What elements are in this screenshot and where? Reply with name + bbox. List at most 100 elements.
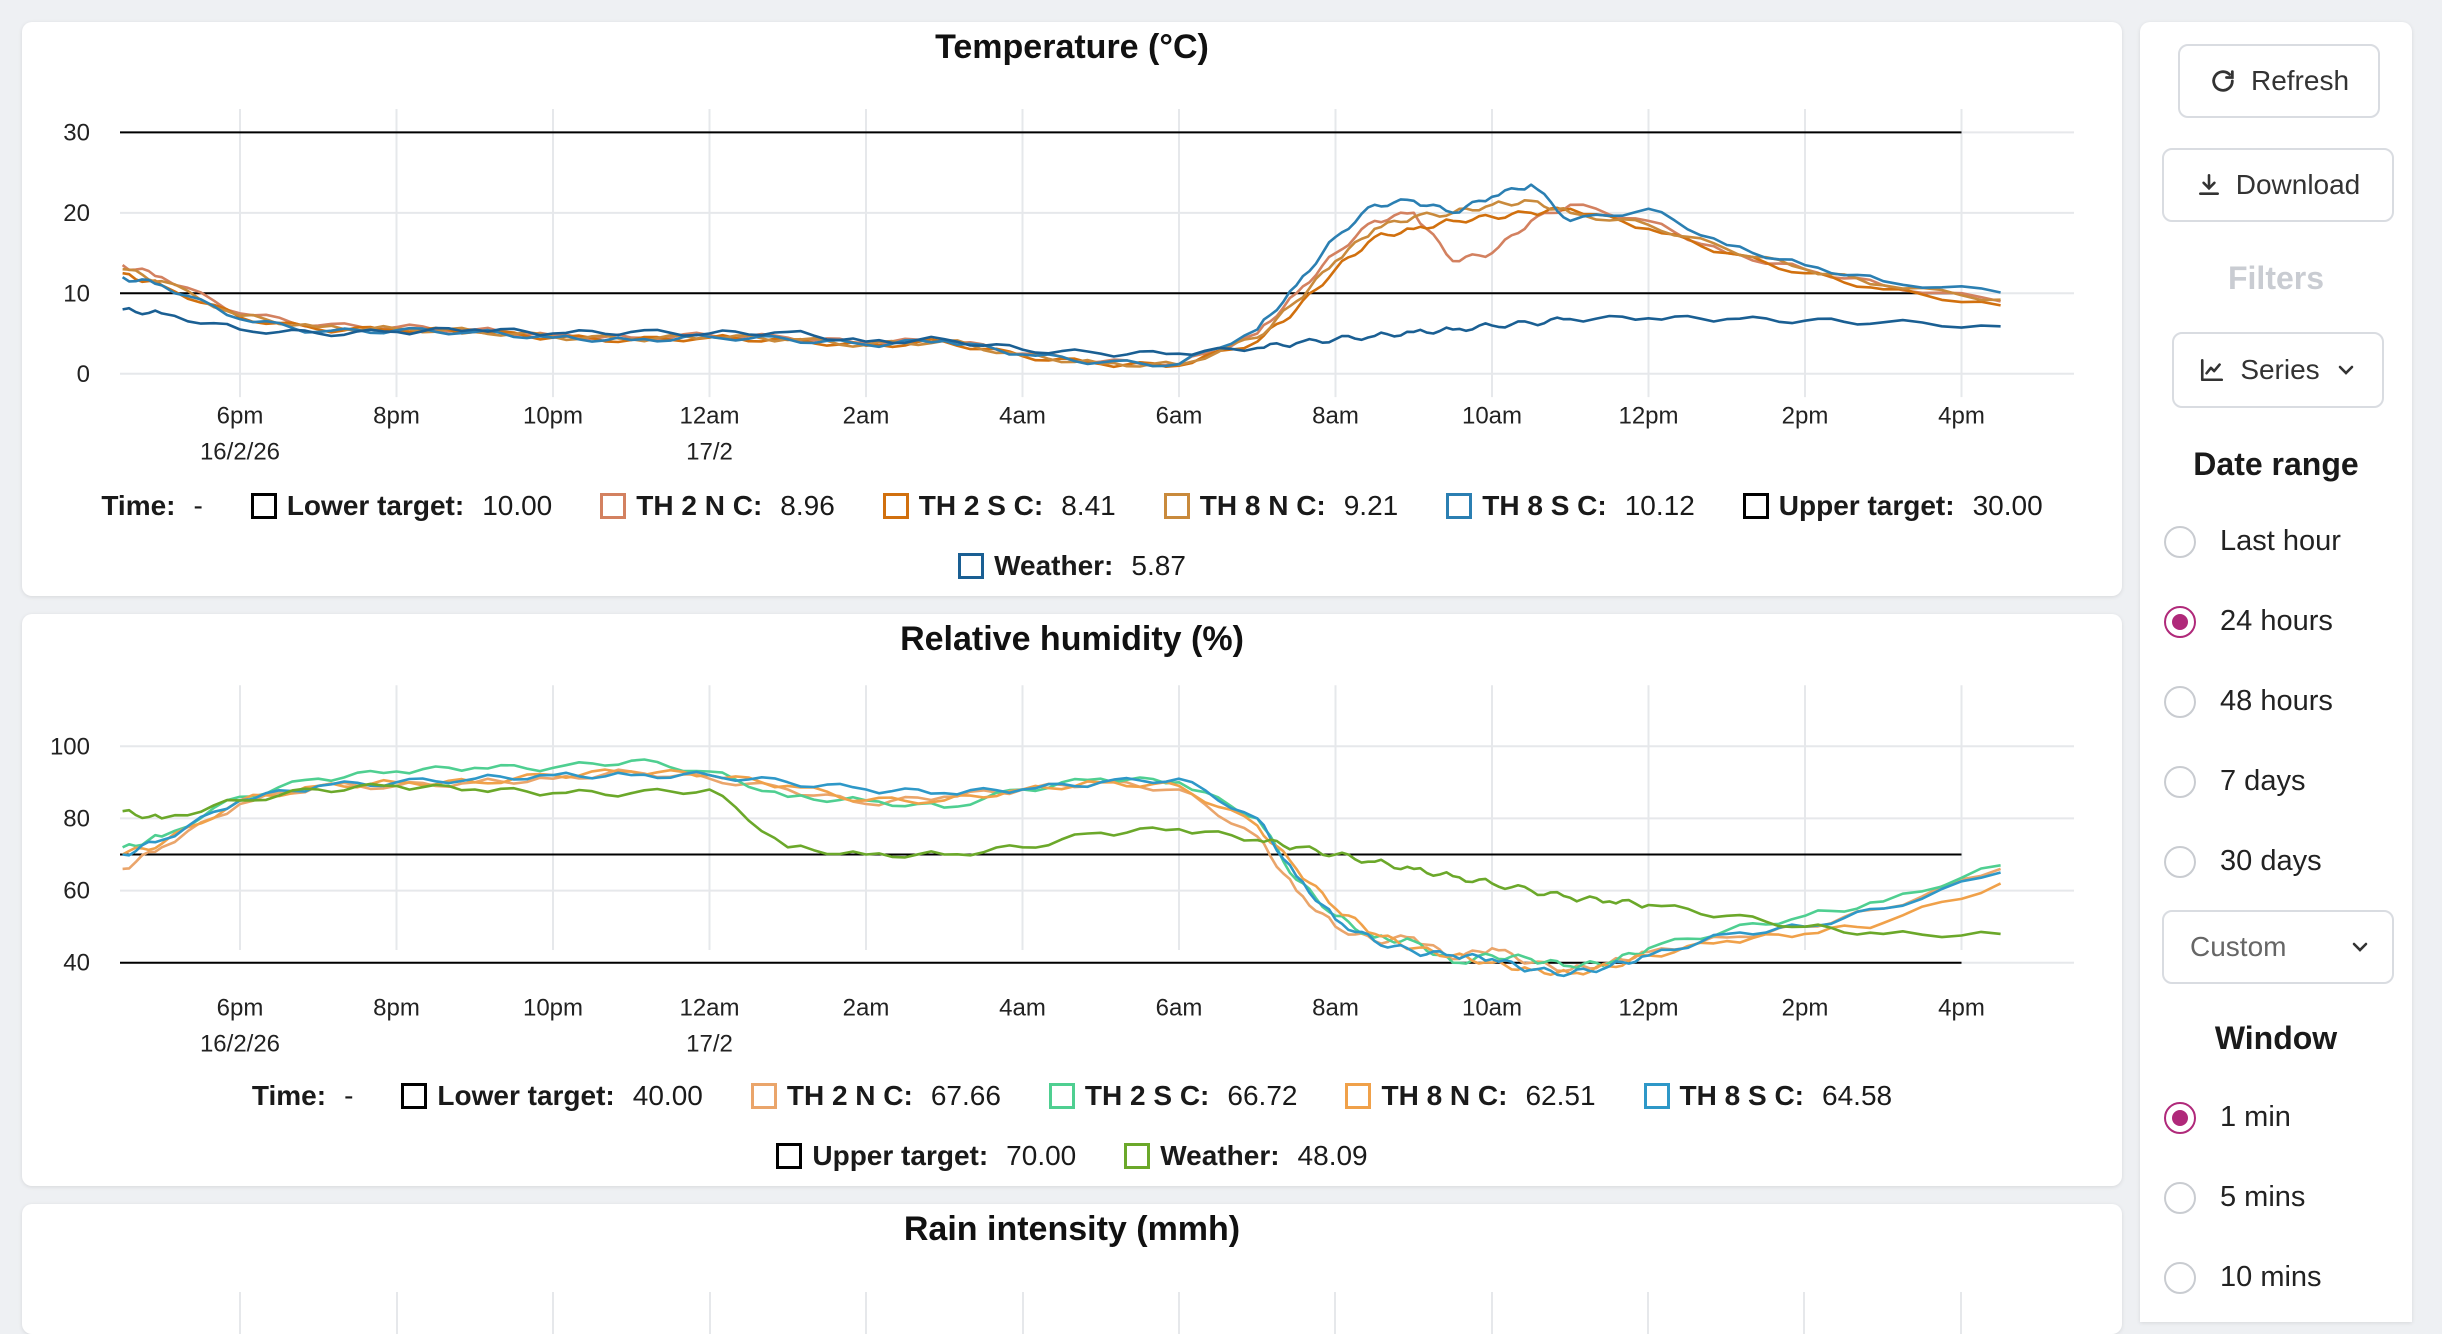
humidity-chart-title: Relative humidity (%): [900, 620, 1244, 658]
humidity-legend-item[interactable]: Weather: 48.09: [1124, 1140, 1368, 1172]
humidity-legend-name: Time:: [251, 1080, 327, 1111]
temperature-x-sub-label: 16/2/26: [200, 439, 280, 466]
chevron-down-icon: [2338, 365, 2353, 375]
humidity-plot[interactable]: 6pm 16/2/26 8pm 10pm 12am 17/2 2am 4am 6am 8am 10a…: [22, 614, 2122, 1074]
temperature-x-tick-label: 8pm: [373, 403, 420, 430]
humidity-legend-item[interactable]: Lower target: 40.00: [401, 1080, 703, 1112]
date-range-option-label: 7 days: [2220, 765, 2306, 797]
humidity-legend-item[interactable]: TH 2 S C: 66.72: [1048, 1080, 1297, 1112]
humidity-legend-swatch: [401, 1083, 428, 1109]
humidity-legend-swatch: [1643, 1083, 1670, 1109]
series-label: Series: [2240, 354, 2320, 385]
date-range-option[interactable]: 7 days: [2164, 765, 2305, 798]
humidity-x-tick-label: 2pm: [1782, 994, 1829, 1021]
temperature-legend-swatch: [600, 493, 627, 519]
humidity-legend-value: -: [344, 1080, 354, 1111]
temperature-x-tick-label: 2am: [843, 403, 890, 430]
humidity-legend-swatch: [750, 1083, 777, 1109]
humidity-gridlines: [120, 685, 2074, 964]
date-range-radio[interactable]: [2164, 845, 2196, 878]
humidity-x-tick-label: 4pm: [1938, 994, 1985, 1021]
humidity-legend-item[interactable]: TH 2 N C: 67.66: [750, 1080, 1001, 1112]
date-range-option[interactable]: Last hour: [2164, 525, 2341, 558]
temperature-legend-item[interactable]: Weather: 5.87: [958, 550, 1186, 582]
humidity-legend-item[interactable]: TH 8 N C: 62.51: [1345, 1080, 1596, 1112]
humidity-chart-card: Relative humidity (%) 6pm 16/2/26 8pm 10pm 1…: [22, 614, 2122, 1186]
window-option[interactable]: 10 mins: [2164, 1261, 2322, 1294]
temperature-legend-swatch: [1163, 493, 1190, 519]
humidity-series-th-8-n-c: [121, 768, 2002, 977]
temperature-plot[interactable]: 6pm 16/2/26 8pm 10pm 12am 17/2 2am 4am 6am 8am 10a…: [22, 22, 2122, 482]
date-range-radio[interactable]: [2164, 685, 2196, 718]
temperature-legend-item[interactable]: Time: -: [101, 490, 203, 522]
humidity-legend-row-1: Time: - Lower target: 40.00 TH 2 N C: 67.66 TH…: [22, 1080, 2122, 1112]
custom-range-select[interactable]: Custom: [2162, 910, 2394, 984]
temperature-legend-name: TH 8 S C:: [1482, 490, 1607, 521]
temperature-series-th-8-n-c: [122, 199, 2001, 368]
temperature-legend-item[interactable]: Upper target: 30.00: [1742, 490, 2043, 522]
date-range-option[interactable]: 30 days: [2164, 845, 2322, 878]
humidity-legend-item[interactable]: Time: -: [252, 1080, 354, 1112]
humidity-x-sub-label: 17/2: [686, 1030, 733, 1057]
humidity-legend-name: TH 8 S C:: [1679, 1080, 1805, 1111]
date-range-option[interactable]: 48 hours: [2164, 685, 2333, 718]
humidity-legend-swatch: [776, 1143, 803, 1169]
date-range-option[interactable]: 24 hours: [2164, 605, 2333, 638]
humidity-x-tick-label: 10pm: [523, 994, 583, 1021]
temperature-legend-value: 30.00: [1972, 490, 2043, 521]
window-radio[interactable]: [2164, 1181, 2196, 1214]
temperature-legend-name: Weather:: [994, 550, 1114, 581]
date-range-radio[interactable]: [2164, 525, 2196, 558]
humidity-legend-value: 62.51: [1525, 1080, 1596, 1111]
temperature-legend-value: 9.21: [1343, 490, 1399, 521]
download-label: Download: [2235, 169, 2361, 200]
rain-plot[interactable]: [22, 1204, 2122, 1334]
window-radio[interactable]: [2164, 1261, 2196, 1294]
humidity-legend-swatch: [1048, 1083, 1075, 1109]
temperature-x-sub-label: 17/2: [686, 439, 733, 466]
line-chart-icon: [2201, 358, 2224, 382]
filters-sidebar: Refresh Download Filters Series Date ran…: [2140, 22, 2412, 1322]
temperature-series-th-8-s-c: [121, 183, 2001, 368]
humidity-legend-name: TH 2 N C:: [786, 1080, 913, 1111]
custom-range-label: Custom: [2190, 931, 2287, 962]
window-option[interactable]: 5 mins: [2164, 1181, 2305, 1214]
humidity-x-tick-label: 8am: [1312, 994, 1359, 1021]
temperature-legend-swatch: [1742, 493, 1769, 519]
window-option-label: 10 mins: [2220, 1261, 2322, 1293]
series-dropdown-button[interactable]: Series: [2172, 332, 2384, 408]
refresh-button[interactable]: Refresh: [2178, 44, 2380, 118]
temperature-x-tick-label: 12pm: [1618, 403, 1678, 430]
temperature-legend-swatch: [250, 493, 277, 519]
temperature-legend-item[interactable]: Lower target: 10.00: [250, 490, 552, 522]
temperature-chart-card: Temperature (°C) 6pm 16/2/26 8pm 10pm 12am 17…: [22, 22, 2122, 596]
window-radio[interactable]: [2164, 1101, 2196, 1134]
humidity-x-tick-label: 2am: [843, 994, 890, 1021]
temperature-x-tick-label: 4pm: [1938, 403, 1985, 430]
refresh-icon: [2212, 70, 2234, 92]
humidity-legend-value: 67.66: [930, 1080, 1001, 1111]
temperature-legend-item[interactable]: TH 2 S C: 8.41: [882, 490, 1116, 522]
humidity-x-sub-label: 16/2/26: [200, 1030, 280, 1057]
humidity-legend-name: Weather:: [1160, 1140, 1280, 1171]
temperature-legend-item[interactable]: TH 8 N C: 9.21: [1163, 490, 1399, 522]
temperature-legend-item[interactable]: TH 8 S C: 10.12: [1446, 490, 1695, 522]
temperature-y-tick-label: 0: [77, 361, 90, 388]
humidity-legend-item[interactable]: TH 8 S C: 64.58: [1643, 1080, 1893, 1112]
download-button[interactable]: Download: [2162, 148, 2394, 222]
date-range-radio[interactable]: [2164, 605, 2196, 638]
temperature-legend-item[interactable]: TH 2 N C: 8.96: [600, 490, 835, 522]
humidity-legend-value: 40.00: [632, 1080, 703, 1111]
temperature-series-weather: [122, 306, 2001, 358]
humidity-x-tick-label: 12pm: [1618, 994, 1678, 1021]
humidity-legend-value: 64.58: [1822, 1080, 1893, 1111]
window-title: Window: [2214, 1020, 2338, 1056]
window-option[interactable]: 1 min: [2164, 1101, 2291, 1134]
humidity-x-tick-label: 10am: [1462, 994, 1522, 1021]
humidity-legend-item[interactable]: Upper target: 70.00: [776, 1140, 1076, 1172]
window-option-label: 1 min: [2220, 1101, 2291, 1133]
date-range-radio[interactable]: [2164, 765, 2196, 798]
humidity-x-tick-label: 4am: [999, 994, 1046, 1021]
humidity-legend-swatch: [1345, 1083, 1372, 1109]
temperature-legend-swatch: [1446, 493, 1473, 519]
